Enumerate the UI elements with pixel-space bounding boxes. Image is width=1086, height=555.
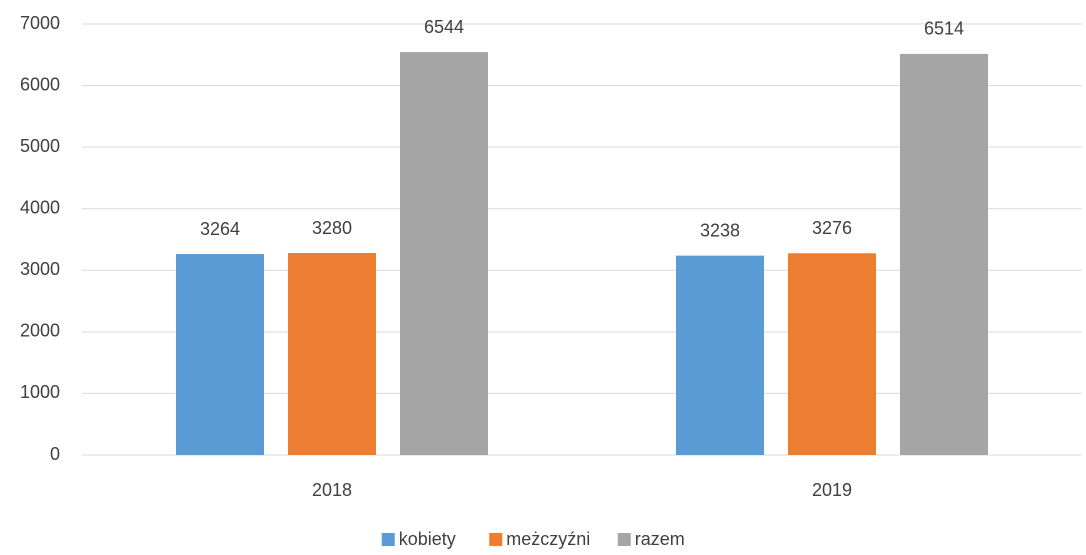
y-tick-label: 6000 (20, 74, 60, 94)
data-label: 3238 (700, 220, 740, 240)
y-tick-label: 7000 (20, 13, 60, 33)
data-label: 6544 (424, 17, 464, 37)
data-label: 3280 (312, 218, 352, 238)
bar (288, 253, 376, 455)
y-tick-label: 5000 (20, 136, 60, 156)
data-label: 3264 (200, 219, 240, 239)
y-tick-label: 2000 (20, 321, 60, 341)
legend-swatch (381, 533, 395, 546)
bar (176, 254, 264, 455)
bar (900, 53, 988, 456)
bar (788, 253, 876, 455)
legend-label: razem (635, 529, 685, 549)
y-tick-label: 0 (50, 444, 60, 464)
bar (400, 52, 488, 456)
legend-label: kobiety (399, 529, 456, 549)
legend-label: meżczyźni (506, 529, 590, 549)
x-tick-label: 2019 (812, 480, 852, 500)
bar (676, 255, 764, 455)
data-label: 6514 (924, 19, 964, 39)
y-tick-label: 3000 (20, 259, 60, 279)
x-tick-label: 2018 (312, 480, 352, 500)
data-label: 3276 (812, 218, 852, 238)
y-tick-label: 4000 (20, 197, 60, 217)
legend-swatch (489, 533, 503, 546)
legend-swatch (617, 533, 631, 546)
y-tick-label: 1000 (20, 382, 60, 402)
